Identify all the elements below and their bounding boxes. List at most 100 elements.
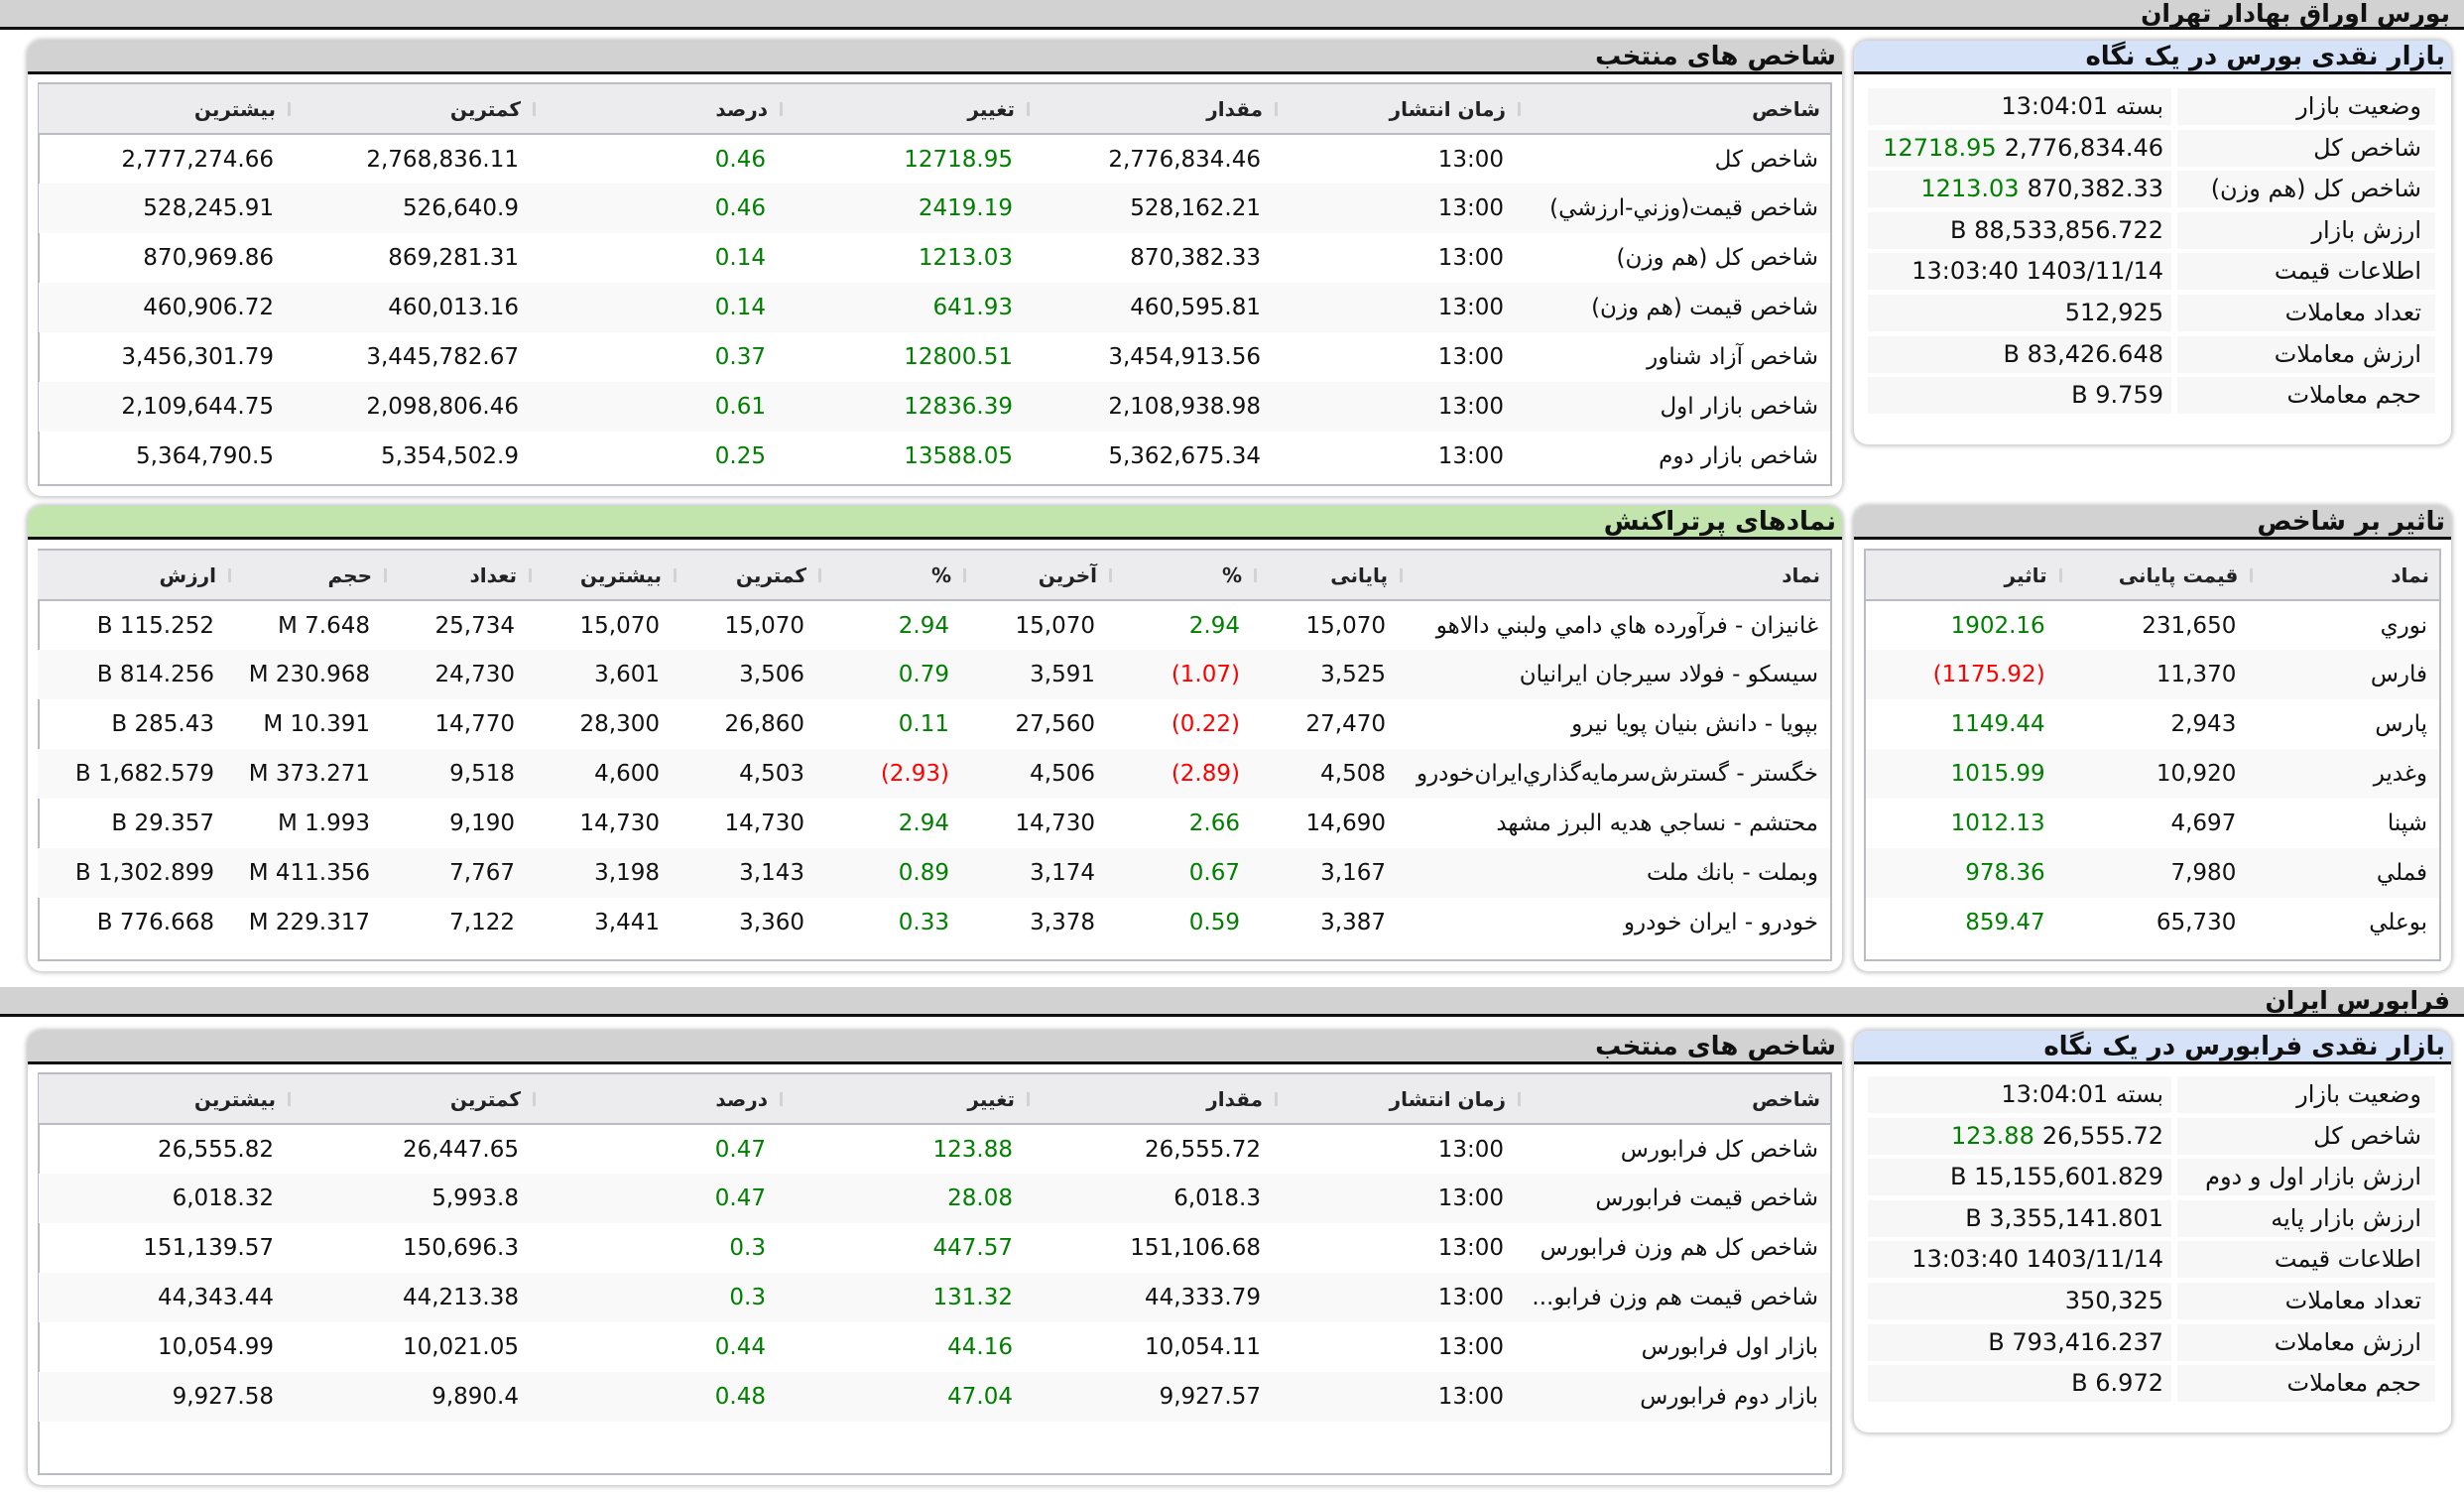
- table-row[interactable]: شاخص بازار اول 13:00 2,108,938.98 12836.39 0…: [39, 382, 1830, 432]
- table-cell: 0.37: [714, 344, 766, 370]
- column-header[interactable]: شاخص: [1516, 1074, 1830, 1125]
- column-header[interactable]: نماد: [2248, 551, 2439, 601]
- table-row[interactable]: غانيزان - فرآورده هاي دامي ولبني دالاهو 1…: [38, 600, 1830, 650]
- table-row[interactable]: شاخص بازار دوم 13:00 5,362,675.34 13588.05 0…: [39, 432, 1830, 481]
- column-resize-handle[interactable]: [674, 568, 677, 582]
- table-cell: 13:00: [1437, 1136, 1504, 1163]
- column-header[interactable]: قیمت پایانی: [2056, 551, 2249, 601]
- column-header[interactable]: کمترین: [672, 551, 816, 601]
- table-row[interactable]: شپنا 4,697 1012.13: [1866, 799, 2439, 848]
- column-header[interactable]: شاخص: [1516, 84, 1830, 135]
- column-header[interactable]: %: [816, 551, 961, 601]
- column-header[interactable]: درصد: [531, 84, 778, 135]
- summary-row: اطلاعات قیمت 1403/11/14 13:03:40: [1868, 253, 2435, 291]
- column-header[interactable]: کمترین: [286, 84, 531, 135]
- column-resize-handle[interactable]: [1027, 102, 1030, 116]
- column-header[interactable]: پایانی: [1252, 551, 1398, 601]
- summary-value: 2,776,834.46: [2004, 133, 2163, 162]
- table-row[interactable]: محتشم - نساجي هديه البرز مشهد 14,690 2.66 1…: [38, 799, 1830, 848]
- table-cell: (2.89): [1107, 749, 1252, 799]
- column-header[interactable]: حجم: [226, 551, 382, 601]
- table-row[interactable]: بپويا - دانش بنيان پويا نيرو 27,470 (0.22)…: [38, 699, 1830, 749]
- column-resize-handle[interactable]: [533, 102, 536, 116]
- tse-impact-panel: تاثیر بر شاخص نماد قیمت پایانی تاثیر نوري 23…: [1854, 506, 2451, 971]
- column-resize-handle[interactable]: [1518, 102, 1521, 116]
- table-row[interactable]: فملي 7,980 978.36: [1866, 848, 2439, 898]
- column-resize-handle[interactable]: [780, 102, 783, 116]
- column-resize-handle[interactable]: [384, 568, 387, 582]
- table-row[interactable]: شاخص قیمت فرابورس 13:00 6,018.3 28.08 0.47 5,…: [39, 1174, 1830, 1223]
- column-header[interactable]: نماد: [1398, 551, 1830, 601]
- column-resize-handle[interactable]: [1400, 568, 1403, 582]
- table-row[interactable]: شاخص کل (هم وزن) 13:00 870,382.33 1213.03 0.…: [39, 233, 1830, 283]
- column-header[interactable]: تغییر: [778, 84, 1025, 135]
- column-header[interactable]: بیشترین: [39, 84, 286, 135]
- tse-summary-title: بازار نقدی بورس در یک نگاه: [1854, 41, 2451, 74]
- column-header[interactable]: کمترین: [286, 1074, 531, 1125]
- column-resize-handle[interactable]: [529, 568, 532, 582]
- table-row[interactable]: خودرو - ايران خودرو 3,387 0.59 3,378 0.33 3,3…: [38, 898, 1830, 947]
- column-resize-handle[interactable]: [1254, 568, 1257, 582]
- column-resize-handle[interactable]: [228, 568, 231, 582]
- summary-row: شاخص کل 123.88 26,555.72: [1868, 1117, 2435, 1155]
- table-row[interactable]: شاخص کل هم وزن فرابورس 13:00 151,106.68 447…: [39, 1223, 1830, 1273]
- column-resize-handle[interactable]: [288, 102, 291, 116]
- column-header[interactable]: آخرین: [961, 551, 1107, 601]
- column-header[interactable]: مقدار: [1025, 84, 1273, 135]
- column-resize-handle[interactable]: [1027, 1092, 1030, 1106]
- column-header[interactable]: بیشترین: [527, 551, 672, 601]
- table-row[interactable]: شاخص قیمت (هم وزن) 13:00 460,595.81 641.93 0…: [39, 283, 1830, 332]
- table-row[interactable]: بوعلي 65,730 859.47: [1866, 898, 2439, 947]
- column-header[interactable]: درصد: [531, 1074, 778, 1125]
- column-resize-handle[interactable]: [818, 568, 821, 582]
- column-resize-handle[interactable]: [1275, 1092, 1278, 1106]
- column-header[interactable]: مقدار: [1025, 1074, 1273, 1125]
- column-header[interactable]: %: [1107, 551, 1252, 601]
- table-cell: 869,281.31: [388, 245, 519, 271]
- summary-value-cell: 793,416.237 B: [1868, 1323, 2171, 1361]
- table-cell: 0.79: [816, 650, 961, 699]
- table-row[interactable]: پارس 2,943 1149.44: [1866, 699, 2439, 749]
- column-header[interactable]: تاثیر: [1866, 551, 2057, 601]
- summary-label: ارزش بازار اول و دوم: [2177, 1159, 2435, 1196]
- column-resize-handle[interactable]: [1109, 568, 1112, 582]
- table-row[interactable]: فارس 11,370 (1175.92): [1866, 650, 2439, 699]
- column-resize-handle[interactable]: [1518, 1092, 1521, 1106]
- table-cell: 14,730: [579, 810, 660, 836]
- column-resize-handle[interactable]: [288, 1092, 291, 1106]
- table-row[interactable]: وغدير 10,920 1015.99: [1866, 749, 2439, 799]
- column-header-label: نماد: [2391, 562, 2429, 587]
- table-row[interactable]: شاخص قیمت هم وزن فرابو... 13:00 44,333.79 1…: [39, 1273, 1830, 1322]
- table-row[interactable]: نوري 231,650 1902.16: [1866, 600, 2439, 650]
- table-row[interactable]: بازار اول فرابورس 13:00 10,054.11 44.16 0.44…: [39, 1322, 1830, 1372]
- column-header[interactable]: زمان انتشار: [1273, 1074, 1516, 1125]
- table-row[interactable]: شاخص کل 13:00 2,776,834.46 12718.95 0.46 2,76…: [39, 134, 1830, 184]
- column-header[interactable]: زمان انتشار: [1273, 84, 1516, 135]
- table-row[interactable]: خگستر - گسترش‌سرمايه‌گذاري‌ايران‌خودرو 4,…: [38, 749, 1830, 799]
- table-row[interactable]: بازار دوم فرابورس 13:00 9,927.57 47.04 0.48 9…: [39, 1372, 1830, 1422]
- column-header-label: زمان انتشار: [1389, 96, 1506, 121]
- column-header[interactable]: تغییر: [778, 1074, 1025, 1125]
- table-row[interactable]: شاخص آزاد شناور 13:00 3,454,913.56 12800.51…: [39, 332, 1830, 382]
- column-resize-handle[interactable]: [1275, 102, 1278, 116]
- column-header-label: بیشترین: [579, 562, 662, 587]
- column-resize-handle[interactable]: [2058, 568, 2062, 582]
- column-header[interactable]: بیشترین: [39, 1074, 286, 1125]
- column-resize-handle[interactable]: [963, 568, 966, 582]
- table-row[interactable]: شاخص قيمت(وزني-ارزشي) 13:00 528,162.21 2419…: [39, 184, 1830, 233]
- column-resize-handle[interactable]: [2250, 568, 2254, 582]
- table-cell: 15,070: [1305, 612, 1386, 639]
- column-resize-handle[interactable]: [780, 1092, 783, 1106]
- header-row: نماد پایانی% آخرین% کمترین بیشترین تعداد حجم ار…: [38, 551, 1830, 601]
- column-header[interactable]: ارزش: [38, 551, 226, 601]
- column-header[interactable]: تعداد: [382, 551, 527, 601]
- table-cell: بپويا - دانش بنيان پويا نيرو: [1571, 711, 1818, 737]
- table-cell: 13:00: [1437, 146, 1504, 173]
- column-resize-handle[interactable]: [533, 1092, 536, 1106]
- summary-value: 83,426.648 B: [2003, 339, 2163, 368]
- table-row[interactable]: وبملت - بانك ملت 3,167 0.67 3,174 0.89 3,143 3…: [38, 848, 1830, 898]
- table-row[interactable]: سيسكو - فولاد سيرجان ايرانيان 3,525 (1.07)…: [38, 650, 1830, 699]
- table-cell: 5,364,790.5: [136, 443, 274, 469]
- table-row[interactable]: شاخص کل فرابورس 13:00 26,555.72 123.88 0.47 2…: [39, 1124, 1830, 1174]
- summary-row: حجم معاملات 9.759 B: [1868, 377, 2435, 415]
